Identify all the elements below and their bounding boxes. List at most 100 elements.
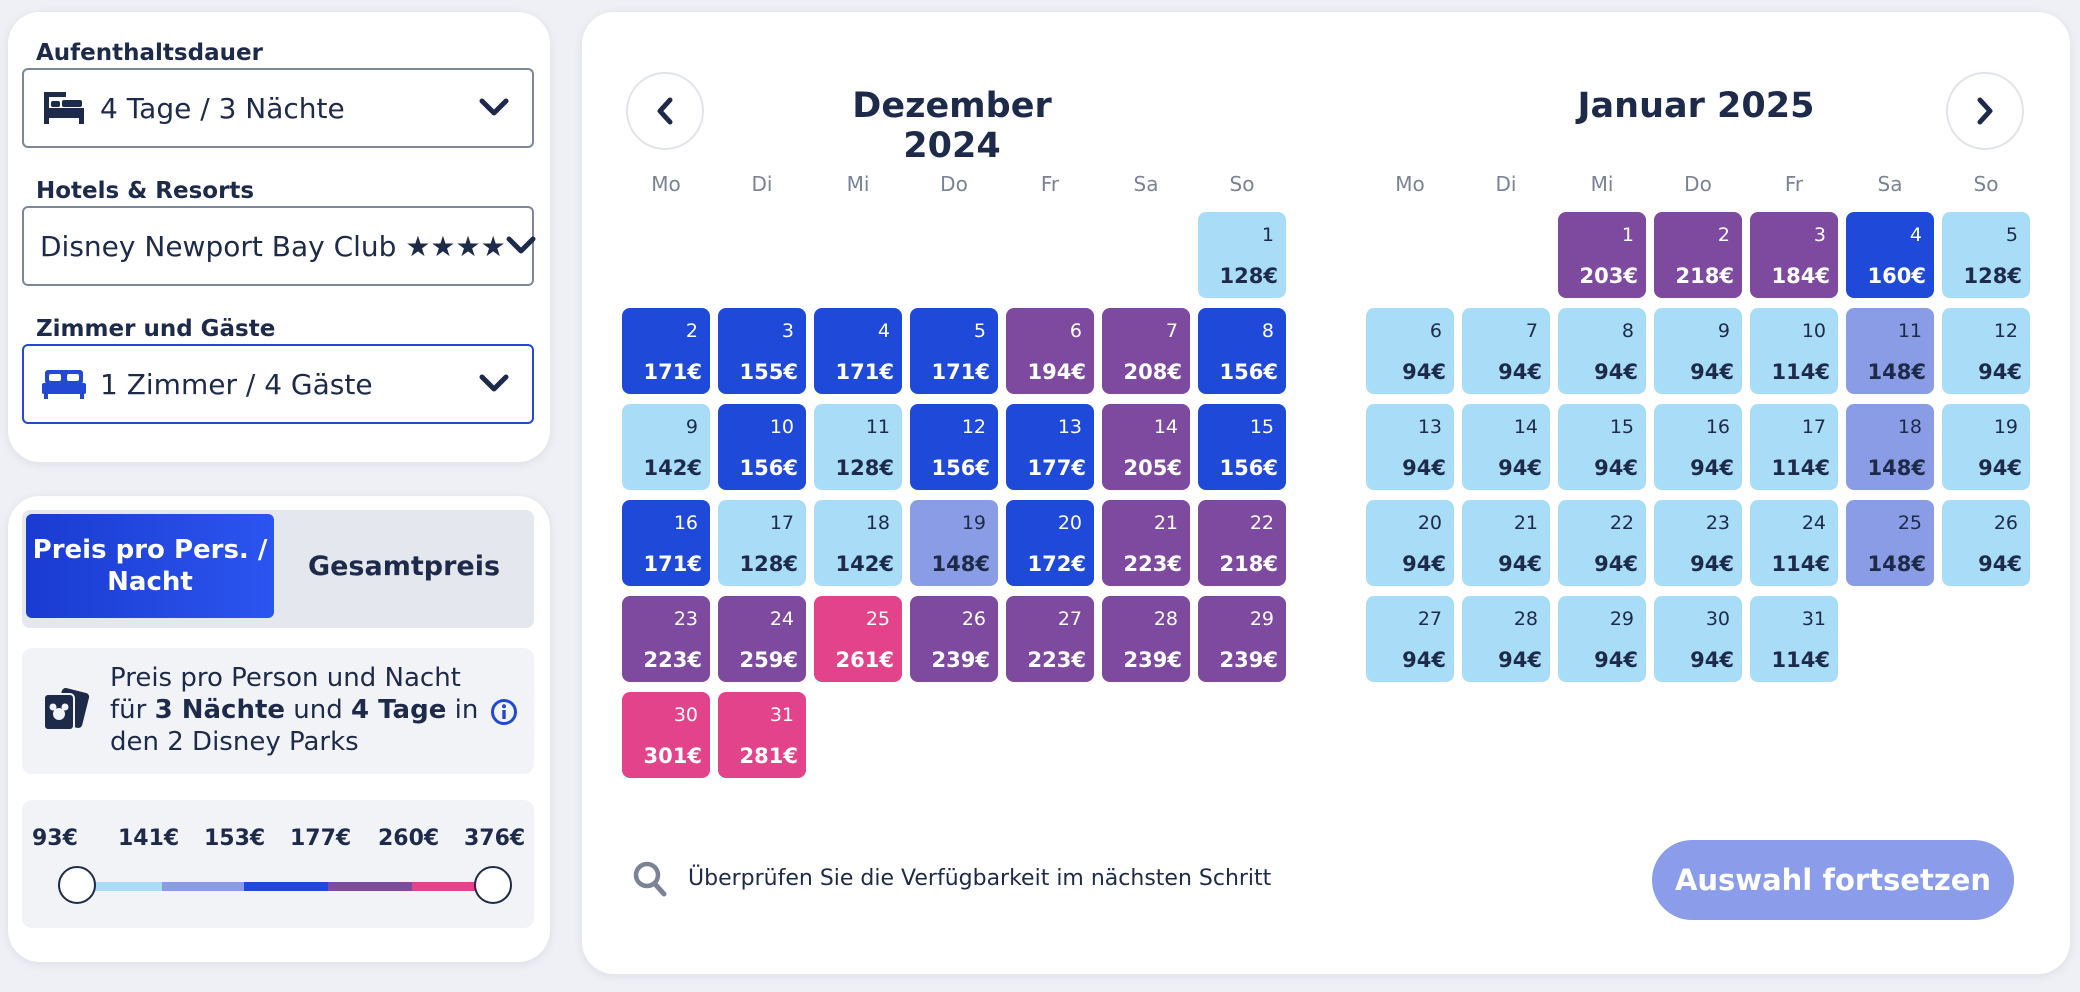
calendar-day[interactable]: 19 94€ — [1942, 404, 2030, 490]
calendar-day[interactable]: 11 148€ — [1846, 308, 1934, 394]
calendar-day[interactable]: 7 208€ — [1102, 308, 1190, 394]
calendar-day[interactable]: 30 301€ — [622, 692, 710, 778]
calendar-day[interactable]: 5 128€ — [1942, 212, 2030, 298]
day-number: 27 — [1417, 608, 1442, 630]
range-max-handle[interactable] — [474, 866, 512, 904]
day-number: 27 — [1057, 608, 1082, 630]
calendar-day[interactable]: 21 223€ — [1102, 500, 1190, 586]
info-icon[interactable] — [490, 698, 518, 730]
day-number: 16 — [1705, 416, 1730, 438]
calendar-day[interactable]: 21 94€ — [1462, 500, 1550, 586]
next-month-button[interactable] — [1946, 72, 2024, 150]
day-number: 13 — [1057, 416, 1082, 438]
calendar-day[interactable]: 6 194€ — [1006, 308, 1094, 394]
calendar-day[interactable]: 17 114€ — [1750, 404, 1838, 490]
day-price: 142€ — [835, 552, 894, 576]
calendar-day[interactable]: 15 94€ — [1558, 404, 1646, 490]
calendar-day[interactable]: 2 171€ — [622, 308, 710, 394]
calendar-day[interactable]: 29 239€ — [1198, 596, 1286, 682]
day-number: 22 — [1249, 512, 1274, 534]
weekday-header: Do — [940, 172, 968, 196]
calendar-day[interactable]: 23 94€ — [1654, 500, 1742, 586]
calendar-day[interactable]: 23 223€ — [622, 596, 710, 682]
calendar-day[interactable]: 3 184€ — [1750, 212, 1838, 298]
day-number: 8 — [1261, 320, 1274, 342]
calendar-day[interactable]: 10 114€ — [1750, 308, 1838, 394]
rooms-guests-label: Zimmer und Gäste — [36, 316, 276, 342]
day-price: 94€ — [1690, 648, 1734, 672]
calendar-day[interactable]: 11 128€ — [814, 404, 902, 490]
calendar-day[interactable]: 17 128€ — [718, 500, 806, 586]
range-min-handle[interactable] — [58, 866, 96, 904]
calendar-day[interactable]: 29 94€ — [1558, 596, 1646, 682]
calendar-day[interactable]: 12 156€ — [910, 404, 998, 490]
calendar-day[interactable]: 12 94€ — [1942, 308, 2030, 394]
calendar-day[interactable]: 28 94€ — [1462, 596, 1550, 682]
day-price: 114€ — [1771, 648, 1830, 672]
calendar-day[interactable]: 25 148€ — [1846, 500, 1934, 586]
calendar-day[interactable]: 31 281€ — [718, 692, 806, 778]
calendar-day[interactable]: 2 218€ — [1654, 212, 1742, 298]
calendar-day[interactable]: 10 156€ — [718, 404, 806, 490]
calendar-day[interactable]: 20 94€ — [1366, 500, 1454, 586]
toggle-per-person-night[interactable]: Preis pro Pers. / Nacht — [26, 514, 274, 618]
calendar-day[interactable]: 4 160€ — [1846, 212, 1934, 298]
day-price: 94€ — [1594, 360, 1638, 384]
calendar-day[interactable]: 7 94€ — [1462, 308, 1550, 394]
day-price: 171€ — [931, 360, 990, 384]
day-price: 94€ — [1594, 648, 1638, 672]
calendar-day[interactable]: 31 114€ — [1750, 596, 1838, 682]
calendar-day[interactable]: 27 94€ — [1366, 596, 1454, 682]
calendar-day[interactable]: 28 239€ — [1102, 596, 1190, 682]
price-range-filter: 93€ 141€ 153€ 177€ 260€ 376€ — [22, 800, 534, 928]
day-number: 31 — [769, 704, 794, 726]
stay-duration-select[interactable]: 4 Tage / 3 Nächte — [22, 68, 534, 148]
calendar-day[interactable]: 1 203€ — [1558, 212, 1646, 298]
day-price: 128€ — [1219, 264, 1278, 288]
day-number: 7 — [1525, 320, 1538, 342]
continue-selection-button[interactable]: Auswahl fortsetzen — [1652, 840, 2014, 920]
day-price: 114€ — [1771, 552, 1830, 576]
calendar-day[interactable]: 14 205€ — [1102, 404, 1190, 490]
calendar-day[interactable]: 16 94€ — [1654, 404, 1742, 490]
booking-filters-panel: Aufenthaltsdauer 4 Tage / 3 Nächte Hotel… — [8, 12, 550, 462]
toggle-total-price[interactable]: Gesamtpreis — [307, 550, 501, 582]
calendar-day[interactable]: 30 94€ — [1654, 596, 1742, 682]
calendar-day[interactable]: 26 239€ — [910, 596, 998, 682]
day-number: 24 — [1801, 512, 1826, 534]
calendar-day[interactable]: 14 94€ — [1462, 404, 1550, 490]
calendar-day[interactable]: 19 148€ — [910, 500, 998, 586]
calendar-day[interactable]: 5 171€ — [910, 308, 998, 394]
calendar-day[interactable]: 8 94€ — [1558, 308, 1646, 394]
calendar-day[interactable]: 24 259€ — [718, 596, 806, 682]
day-number: 2 — [685, 320, 698, 342]
day-number: 5 — [2005, 224, 2018, 246]
calendar-day[interactable]: 20 172€ — [1006, 500, 1094, 586]
calendar-day[interactable]: 22 94€ — [1558, 500, 1646, 586]
calendar-day[interactable]: 3 155€ — [718, 308, 806, 394]
calendar-day[interactable]: 8 156€ — [1198, 308, 1286, 394]
calendar-day[interactable]: 18 142€ — [814, 500, 902, 586]
hotel-select[interactable]: Disney Newport Bay Club ★★★★ — [22, 206, 536, 286]
calendar-day[interactable]: 9 142€ — [622, 404, 710, 490]
calendar-day[interactable]: 18 148€ — [1846, 404, 1934, 490]
calendar-day[interactable]: 13 177€ — [1006, 404, 1094, 490]
calendar-day[interactable]: 4 171€ — [814, 308, 902, 394]
price-info-box: Preis pro Person und Nacht für 3 Nächte … — [22, 648, 534, 774]
calendar-day[interactable]: 15 156€ — [1198, 404, 1286, 490]
calendar-day[interactable]: 26 94€ — [1942, 500, 2030, 586]
calendar-day[interactable]: 27 223€ — [1006, 596, 1094, 682]
day-price: 281€ — [739, 744, 798, 768]
calendar-day[interactable]: 22 218€ — [1198, 500, 1286, 586]
calendar-day[interactable]: 13 94€ — [1366, 404, 1454, 490]
calendar-day[interactable]: 25 261€ — [814, 596, 902, 682]
calendar-day[interactable]: 24 114€ — [1750, 500, 1838, 586]
calendar-day[interactable]: 6 94€ — [1366, 308, 1454, 394]
calendar-day[interactable]: 9 94€ — [1654, 308, 1742, 394]
rooms-guests-select[interactable]: 1 Zimmer / 4 Gäste — [22, 344, 534, 424]
prev-month-button[interactable] — [626, 72, 704, 150]
calendar-day[interactable]: 16 171€ — [622, 500, 710, 586]
day-price: 184€ — [1771, 264, 1830, 288]
calendar-day[interactable]: 1 128€ — [1198, 212, 1286, 298]
hotels-label: Hotels & Resorts — [36, 178, 255, 204]
